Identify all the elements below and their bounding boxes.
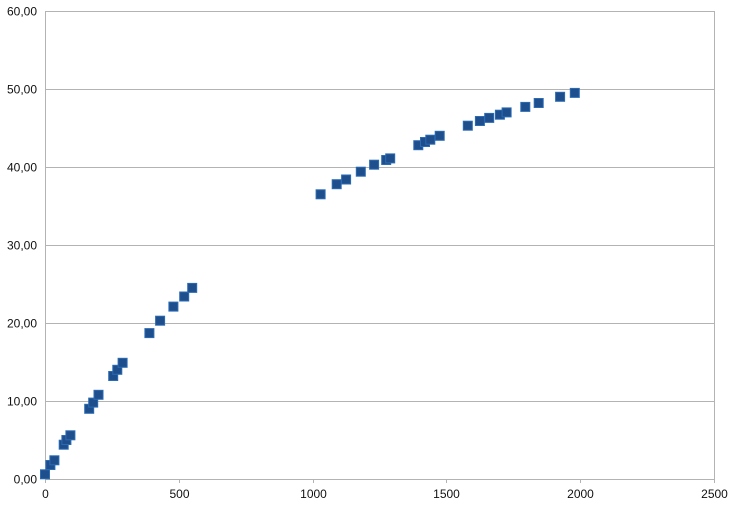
y-tick-label: 60,00: [7, 5, 37, 19]
data-point: [501, 107, 512, 118]
data-point: [331, 179, 342, 190]
data-point: [112, 364, 123, 375]
x-tick-label: 2500: [701, 487, 728, 501]
y-tick-labels: 0,00 10,00 20,00 30,00 40,00 50,00 60,00: [7, 5, 37, 487]
data-point: [520, 101, 531, 112]
data-point: [315, 189, 326, 200]
x-tick-label: 0: [42, 487, 49, 501]
data-point: [117, 357, 128, 368]
data-point: [462, 120, 473, 131]
data-point: [369, 159, 380, 170]
data-point: [93, 389, 104, 400]
x-tick-labels: 0 500 1000 1500 2000 2500: [42, 487, 728, 501]
data-point: [155, 315, 166, 326]
data-point: [144, 328, 155, 339]
data-point: [434, 130, 445, 141]
x-tick-label: 1500: [433, 487, 460, 501]
y-tick-label: 10,00: [7, 395, 37, 409]
data-point: [341, 174, 352, 185]
data-point: [355, 166, 366, 177]
y-tick-label: 0,00: [14, 473, 38, 487]
data-point: [425, 134, 436, 145]
x-tick-label: 1000: [300, 487, 327, 501]
data-point: [168, 301, 179, 312]
data-point: [385, 153, 396, 164]
data-point: [569, 87, 580, 98]
data-point: [179, 291, 190, 302]
data-point: [533, 98, 544, 108]
data-point: [555, 91, 566, 102]
data-point: [187, 282, 198, 293]
data-point: [484, 112, 495, 123]
data-point: [49, 455, 60, 466]
y-tick-label: 40,00: [7, 161, 37, 175]
data-point: [474, 116, 485, 126]
x-tick-label: 2000: [567, 487, 594, 501]
gridlines: [45, 11, 714, 480]
data-points: [40, 87, 580, 480]
data-point: [40, 469, 50, 480]
y-tick-label: 50,00: [7, 83, 37, 97]
data-point: [88, 397, 99, 408]
y-tick-label: 20,00: [7, 317, 37, 331]
data-point: [65, 430, 76, 441]
axes: [45, 11, 715, 483]
x-tick-label: 500: [169, 487, 189, 501]
y-tick-label: 30,00: [7, 239, 37, 253]
